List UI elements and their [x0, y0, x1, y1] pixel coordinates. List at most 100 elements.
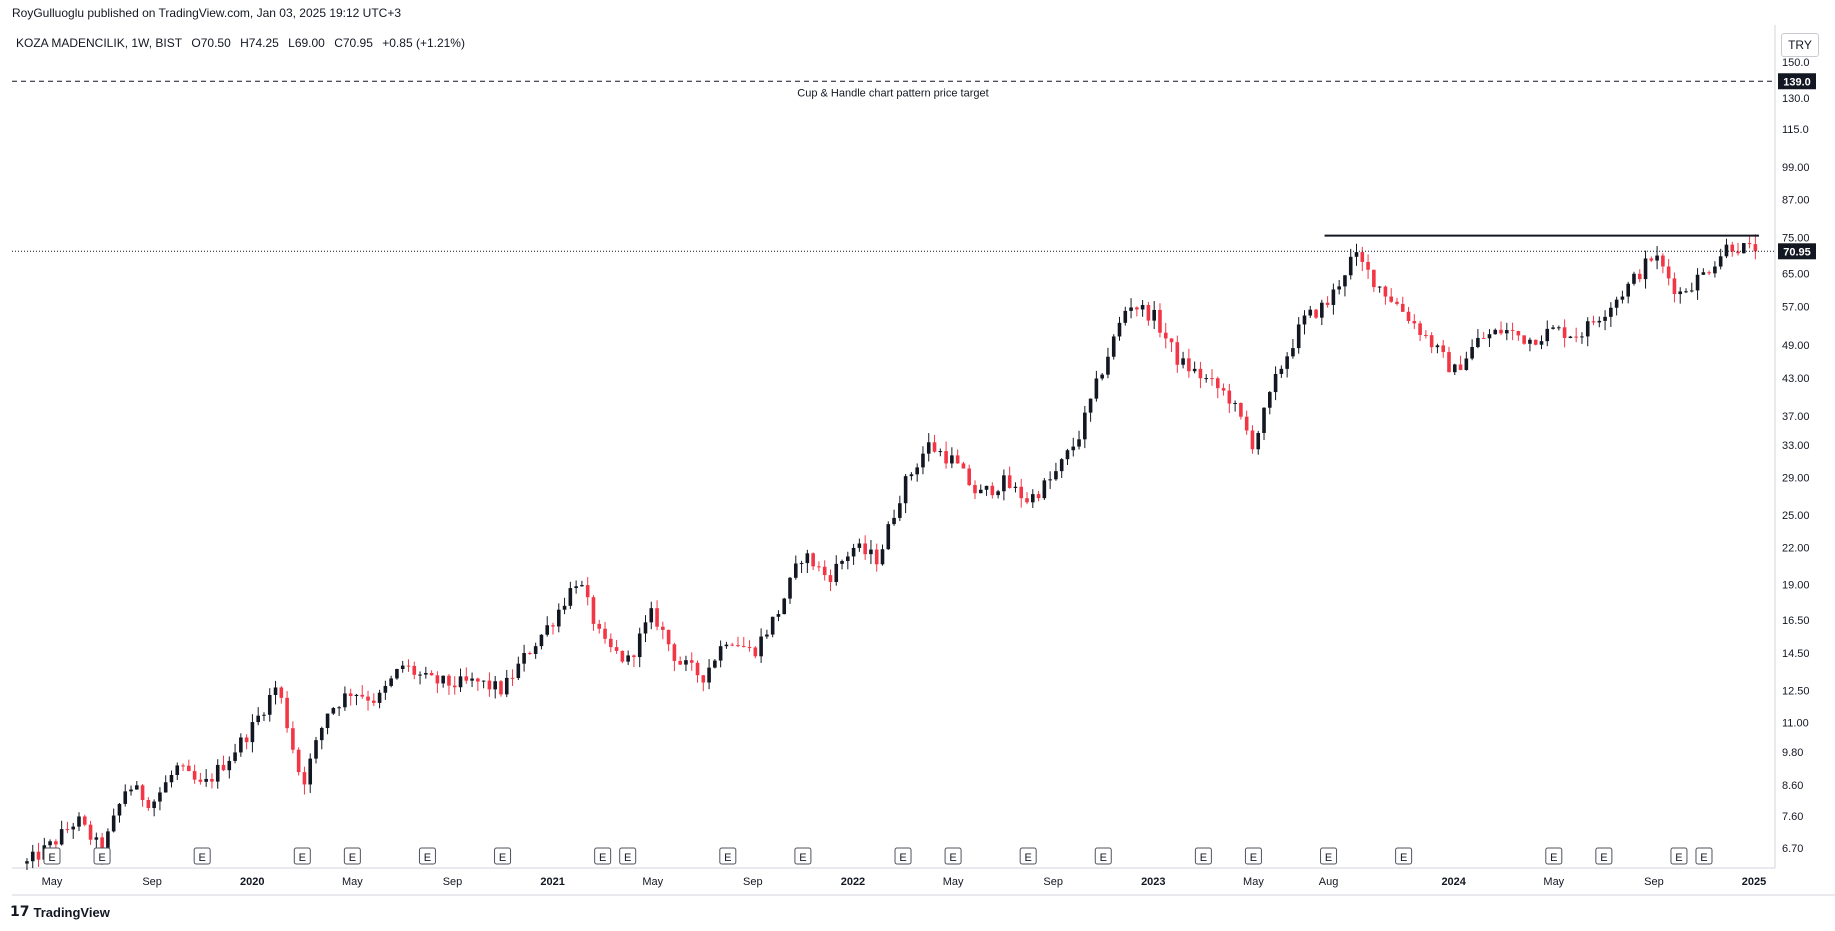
- candle: [424, 666, 428, 679]
- earnings-marker: E: [894, 847, 912, 865]
- earnings-letter: E: [624, 852, 631, 864]
- candle: [348, 688, 353, 706]
- earnings-letter: E: [599, 852, 606, 864]
- candle-body: [1348, 256, 1353, 276]
- candle: [811, 552, 815, 570]
- candle: [366, 690, 370, 711]
- earnings-marker: E: [418, 847, 436, 865]
- candle: [898, 495, 902, 521]
- candle-body: [938, 451, 943, 453]
- candle-body: [152, 801, 156, 809]
- candle-body: [1620, 296, 1625, 300]
- candle-body: [1071, 446, 1076, 451]
- candle-body: [990, 485, 995, 496]
- candle-body: [1458, 364, 1463, 371]
- candle: [1285, 352, 1289, 378]
- candle-body: [343, 693, 347, 708]
- candle-body: [452, 685, 457, 688]
- candle: [892, 509, 896, 526]
- tradingview-logo[interactable]: 17 TradingView: [10, 904, 110, 920]
- candle-body: [210, 778, 214, 782]
- earnings-marker: E: [594, 847, 612, 865]
- candle: [903, 473, 908, 514]
- candle-body: [580, 585, 584, 587]
- candle: [828, 569, 833, 592]
- candle: [1036, 490, 1041, 502]
- candle-body: [1377, 286, 1382, 288]
- candle-body: [499, 681, 503, 695]
- candle: [1585, 317, 1590, 347]
- candle: [1181, 351, 1185, 369]
- candle-body: [1447, 352, 1451, 373]
- candle: [1753, 234, 1758, 260]
- candle-body: [77, 816, 81, 827]
- y-tick-label: 49.00: [1782, 340, 1810, 352]
- candle: [1267, 390, 1272, 415]
- candle: [36, 842, 41, 867]
- price-axis[interactable]: 6.70 7.60 8.60 9.80 11.00 12.50 14.50 16.50 19.0…: [1782, 57, 1810, 855]
- candle: [1117, 316, 1122, 341]
- earnings-marker: E: [719, 847, 737, 865]
- candle: [372, 693, 376, 707]
- x-tick-label: 2023: [1141, 876, 1165, 888]
- candle-body: [1487, 334, 1492, 339]
- candle-body: [1117, 322, 1122, 337]
- target-price-badge: [1778, 73, 1816, 90]
- time-axis[interactable]: May Sep 2020 May Sep 2021 May Sep 2022 May Sep 2023…: [42, 876, 1767, 888]
- candle-body: [59, 829, 64, 845]
- candle: [1291, 338, 1295, 359]
- earnings-letter: E: [724, 852, 731, 864]
- candle: [1025, 492, 1029, 505]
- candle-body: [1689, 290, 1694, 292]
- candle: [747, 640, 752, 652]
- candle-body: [1233, 402, 1237, 404]
- candle-body: [1418, 323, 1422, 335]
- candle: [383, 680, 388, 700]
- candle-body: [753, 647, 758, 657]
- x-tick-label: May: [1543, 876, 1564, 888]
- candle-body: [1030, 494, 1035, 503]
- candle-body: [1308, 309, 1313, 316]
- candle: [713, 659, 717, 669]
- candle-body: [239, 737, 243, 753]
- candle: [1146, 301, 1151, 326]
- y-tick-label: 9.80: [1782, 747, 1803, 759]
- candle: [672, 642, 677, 672]
- candle: [1736, 242, 1740, 256]
- symbol-name[interactable]: KOZA MADENCILIK, 1W, BIST: [16, 36, 183, 50]
- earnings-letter: E: [424, 852, 431, 864]
- candle: [1620, 290, 1625, 304]
- last-price-label: 70.95: [1783, 246, 1811, 258]
- candle: [950, 447, 954, 469]
- candle: [1077, 430, 1081, 450]
- candle: [1273, 366, 1278, 401]
- earnings-box: [719, 847, 737, 865]
- candle-body: [360, 694, 365, 697]
- candle-body: [187, 765, 191, 772]
- candle: [1320, 299, 1324, 326]
- candle-body: [1314, 309, 1318, 318]
- candle-body: [661, 626, 665, 630]
- candle: [1019, 478, 1024, 508]
- candle-body: [689, 660, 694, 663]
- earnings-marker: E: [1019, 847, 1037, 865]
- candle: [481, 680, 486, 689]
- candle: [441, 675, 445, 688]
- candle: [1169, 338, 1174, 353]
- candle-body: [470, 678, 474, 681]
- candle: [805, 549, 810, 573]
- currency-button[interactable]: TRY: [1781, 33, 1819, 57]
- candle: [736, 636, 740, 648]
- candle-body: [793, 563, 798, 578]
- earnings-marker: E: [944, 847, 962, 865]
- candle-body: [510, 677, 515, 679]
- candle-body: [1366, 261, 1370, 270]
- candle-body: [1059, 459, 1064, 472]
- candle-body: [100, 837, 104, 856]
- candle: [1724, 238, 1729, 259]
- candle-body: [418, 674, 422, 676]
- candle-body: [1302, 315, 1307, 325]
- candle-body: [1019, 486, 1024, 499]
- candle-body: [1187, 358, 1191, 372]
